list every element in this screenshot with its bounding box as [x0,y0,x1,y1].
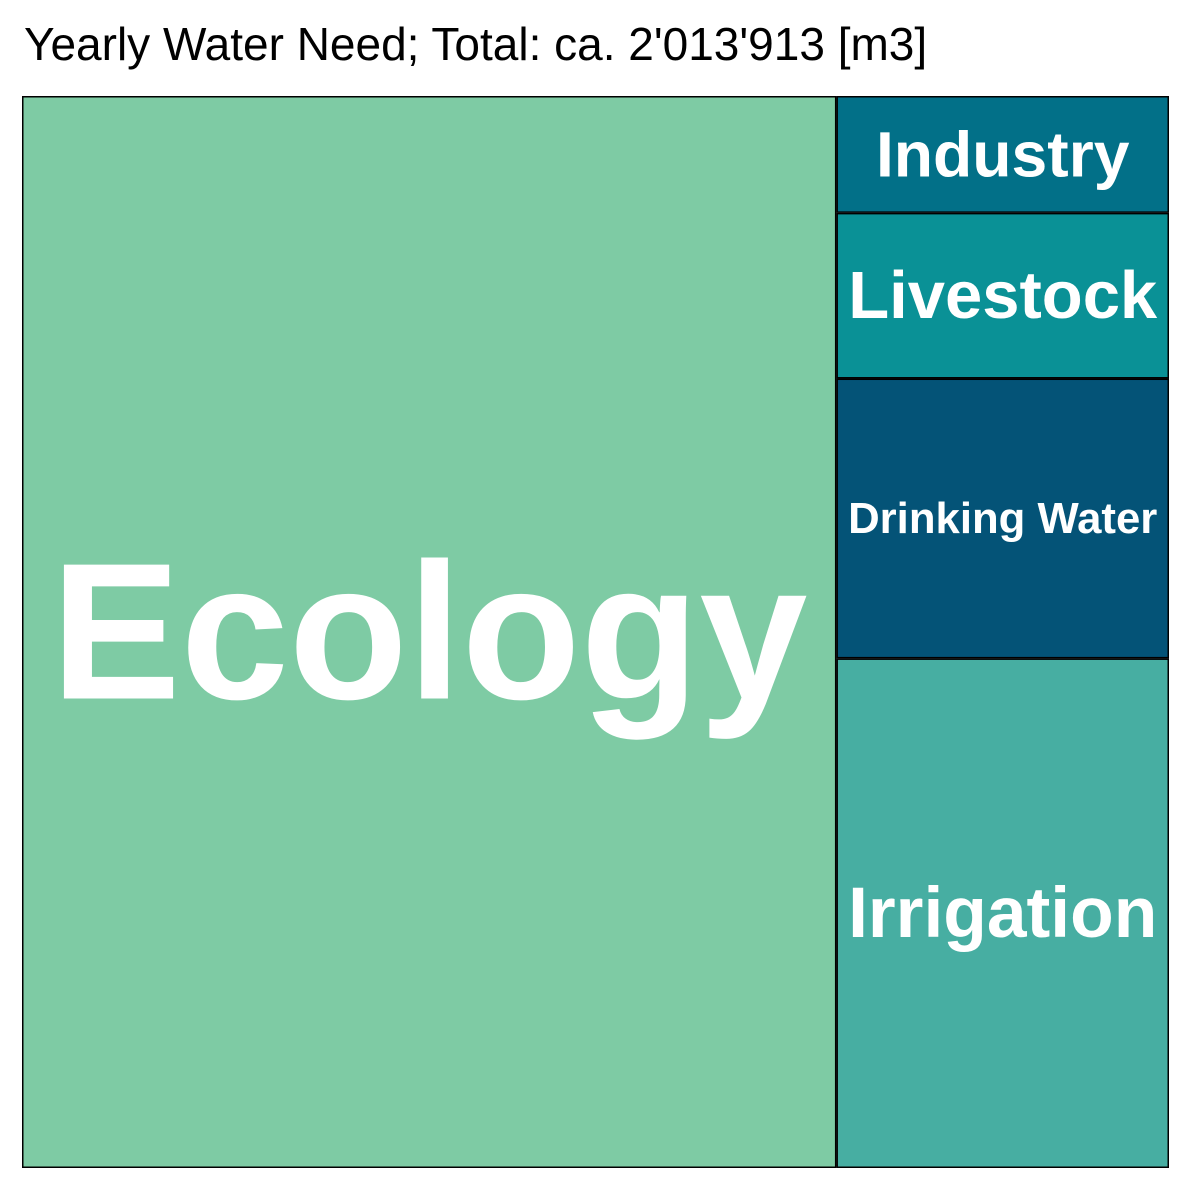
tile-industry [836,96,1169,213]
tile-livestock [836,212,1169,379]
tile-label-drinking-water: Drinking Water [848,494,1157,543]
tile-label-ecology: Ecology [51,524,808,741]
tile-drinking-water [836,378,1169,659]
tile-label-industry: Industry [876,118,1130,190]
tile-irrigation [836,658,1169,1168]
tile-label-livestock: Livestock [848,258,1158,333]
treemap: Ecology Industry Livestock Drinking Water Ir… [22,96,1169,1168]
tile-label-irrigation: Irrigation [848,873,1157,953]
treemap-svg: Ecology Industry Livestock Drinking Water Ir… [22,96,1169,1168]
tile-ecology [22,96,837,1168]
treemap-labels: Ecology Industry Livestock Drinking Water Ir… [51,118,1158,953]
treemap-tiles [22,96,1169,1168]
chart-title: Yearly Water Need; Total: ca. 2'013'913 … [24,18,928,70]
